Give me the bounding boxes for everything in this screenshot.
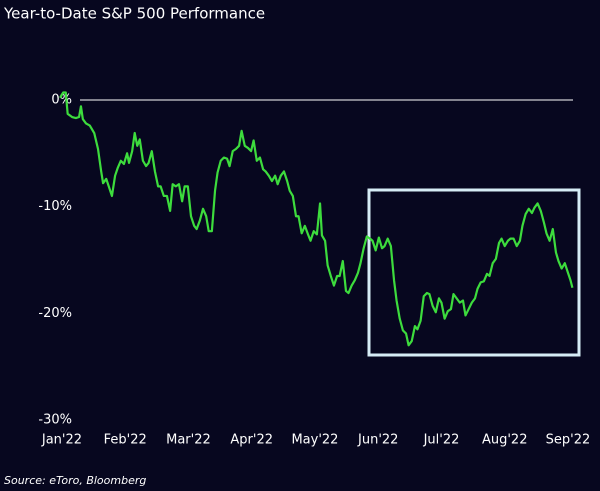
line-series [59, 91, 574, 347]
x-tick-label: Jul'22 [423, 433, 460, 448]
y-tick-label: -20% [38, 306, 72, 321]
y-tick-label: -10% [38, 199, 72, 214]
source-note: Source: eToro, Bloomberg [4, 474, 146, 487]
highlight-box [367, 188, 581, 357]
x-tick-label: Jun'22 [357, 433, 398, 448]
x-tick-label: Jan'22 [41, 433, 82, 448]
x-tick-label: Aug'22 [482, 433, 528, 448]
x-tick-label: May'22 [291, 433, 338, 448]
chart-title: Year-to-Date S&P 500 Performance [3, 5, 265, 23]
x-tick-label: Apr'22 [230, 433, 273, 448]
x-tick-label: Feb'22 [104, 433, 147, 448]
x-tick-label: Mar'22 [166, 433, 211, 448]
y-tick-label: -30% [38, 413, 72, 428]
x-tick-label: Sep'22 [546, 433, 591, 448]
